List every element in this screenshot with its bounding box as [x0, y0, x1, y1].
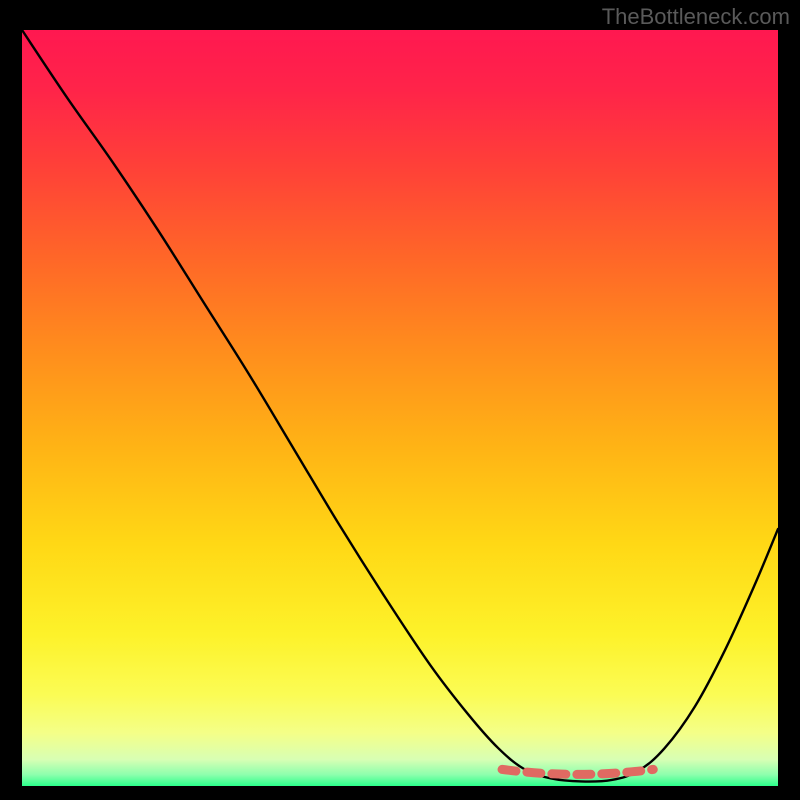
chart-area [22, 30, 778, 786]
highlight-band [502, 769, 653, 774]
chart-svg [22, 30, 778, 786]
watermark-text: TheBottleneck.com [602, 4, 790, 30]
gradient-background [22, 30, 778, 786]
